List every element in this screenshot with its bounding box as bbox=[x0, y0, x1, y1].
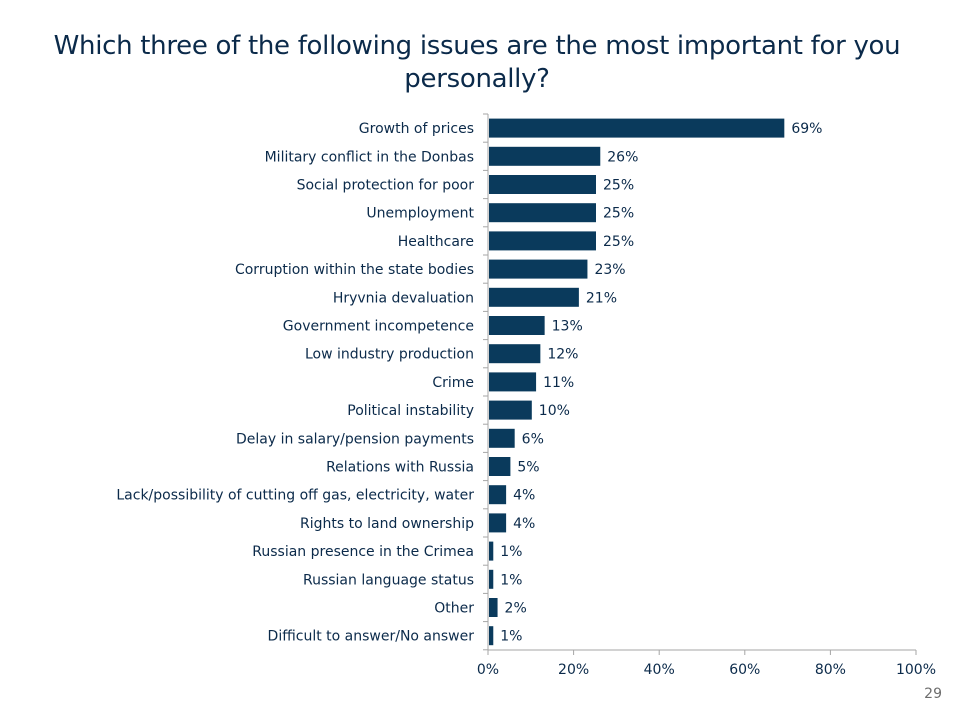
x-tick-label: 0% bbox=[477, 662, 499, 678]
bar bbox=[489, 569, 494, 589]
category-label: Unemployment bbox=[366, 206, 474, 222]
value-label: 13% bbox=[552, 319, 583, 335]
value-label: 1% bbox=[500, 572, 522, 588]
x-tick-label: 20% bbox=[558, 662, 589, 678]
bar bbox=[489, 541, 494, 561]
bar bbox=[489, 428, 515, 448]
bar bbox=[489, 287, 579, 307]
value-label: 2% bbox=[505, 601, 527, 617]
chart-title: Which three of the following issues are … bbox=[53, 31, 901, 94]
page-number: 29 bbox=[924, 686, 942, 702]
value-label: 25% bbox=[603, 206, 634, 222]
category-label: Crime bbox=[432, 375, 474, 391]
bar bbox=[489, 372, 537, 392]
bar bbox=[489, 598, 498, 617]
bar bbox=[489, 175, 596, 194]
bar bbox=[489, 400, 532, 420]
bar bbox=[489, 203, 596, 223]
category-label: Corruption within the state bodies bbox=[235, 262, 474, 278]
value-label: 69% bbox=[791, 121, 822, 137]
value-label: 6% bbox=[522, 431, 544, 447]
bar bbox=[489, 259, 588, 279]
bar bbox=[489, 344, 541, 364]
x-tick-label: 80% bbox=[815, 662, 846, 678]
category-label: Hryvnia devaluation bbox=[333, 290, 474, 306]
category-label: Delay in salary/pension payments bbox=[236, 431, 474, 447]
value-label: 23% bbox=[594, 262, 625, 278]
category-label: Rights to land ownership bbox=[300, 516, 474, 532]
value-label: 5% bbox=[517, 460, 539, 476]
x-tick-label: 100% bbox=[896, 662, 936, 678]
value-label: 1% bbox=[500, 629, 522, 645]
bar bbox=[489, 231, 596, 251]
category-label: Russian presence in the Crimea bbox=[252, 544, 474, 560]
category-label: Healthcare bbox=[398, 234, 474, 250]
category-labels: Growth of prices Military conflict in the… bbox=[116, 121, 474, 645]
category-label: Russian language status bbox=[303, 572, 474, 588]
bar bbox=[489, 513, 507, 533]
category-label: Difficult to answer/No answer bbox=[268, 629, 475, 645]
category-label: Other bbox=[434, 601, 474, 617]
x-tick-label: 60% bbox=[729, 662, 760, 678]
category-label: Military conflict in the Donbas bbox=[265, 149, 474, 165]
category-label: Growth of prices bbox=[359, 121, 474, 137]
value-label: 26% bbox=[607, 149, 638, 165]
value-label: 1% bbox=[500, 544, 522, 560]
category-label: Social protection for poor bbox=[297, 178, 475, 194]
value-label: 25% bbox=[603, 234, 634, 250]
bar bbox=[489, 316, 545, 335]
category-label: Low industry production bbox=[305, 347, 474, 363]
category-label: Lack/possibility of cutting off gas, ele… bbox=[116, 488, 474, 504]
value-labels: 69% 26% 25% 25% 25% 23% 21%13% 12% 11% 10% 6% 5% 4% 4… bbox=[500, 121, 822, 645]
bar bbox=[489, 485, 507, 505]
bar bbox=[489, 626, 494, 646]
category-label: Political instability bbox=[347, 403, 474, 419]
bars bbox=[489, 118, 785, 646]
bar bbox=[489, 457, 511, 476]
value-label: 25% bbox=[603, 178, 634, 194]
axes: 0% 20% 40% 60% 80% 100% bbox=[477, 113, 936, 678]
bar bbox=[489, 118, 785, 138]
x-tick-label: 40% bbox=[644, 662, 675, 678]
value-label: 10% bbox=[539, 403, 570, 419]
value-label: 11% bbox=[543, 375, 574, 391]
value-label: 4% bbox=[513, 516, 535, 532]
category-label: Government incompetence bbox=[283, 319, 474, 335]
value-label: 12% bbox=[547, 347, 578, 363]
category-label: Relations with Russia bbox=[326, 460, 474, 476]
bar bbox=[489, 146, 601, 166]
value-label: 21% bbox=[586, 290, 617, 306]
value-label: 4% bbox=[513, 488, 535, 504]
